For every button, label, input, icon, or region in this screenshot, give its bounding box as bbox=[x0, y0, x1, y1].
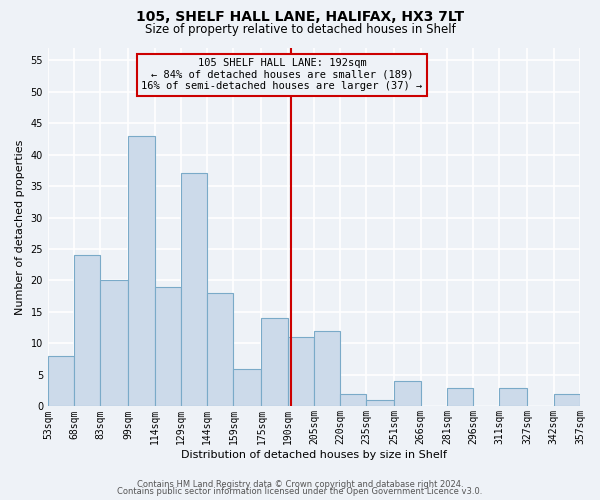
Text: Contains HM Land Registry data © Crown copyright and database right 2024.: Contains HM Land Registry data © Crown c… bbox=[137, 480, 463, 489]
Bar bbox=[233, 368, 262, 406]
Bar bbox=[155, 287, 181, 406]
Text: Size of property relative to detached houses in Shelf: Size of property relative to detached ho… bbox=[145, 22, 455, 36]
Bar bbox=[288, 337, 314, 406]
Bar bbox=[100, 280, 128, 406]
X-axis label: Distribution of detached houses by size in Shelf: Distribution of detached houses by size … bbox=[181, 450, 447, 460]
Bar bbox=[262, 318, 288, 406]
Bar bbox=[447, 388, 473, 406]
Text: Contains public sector information licensed under the Open Government Licence v3: Contains public sector information licen… bbox=[118, 487, 482, 496]
Bar bbox=[314, 331, 340, 406]
Bar bbox=[74, 256, 100, 406]
Bar bbox=[394, 381, 421, 406]
Bar bbox=[207, 293, 233, 406]
Text: 105, SHELF HALL LANE, HALIFAX, HX3 7LT: 105, SHELF HALL LANE, HALIFAX, HX3 7LT bbox=[136, 10, 464, 24]
Bar bbox=[367, 400, 394, 406]
Bar bbox=[181, 174, 207, 406]
Bar bbox=[340, 394, 367, 406]
Bar bbox=[554, 394, 580, 406]
Bar bbox=[128, 136, 155, 406]
Text: 105 SHELF HALL LANE: 192sqm
← 84% of detached houses are smaller (189)
16% of se: 105 SHELF HALL LANE: 192sqm ← 84% of det… bbox=[142, 58, 422, 92]
Y-axis label: Number of detached properties: Number of detached properties bbox=[15, 140, 25, 314]
Bar bbox=[48, 356, 74, 406]
Bar bbox=[499, 388, 527, 406]
